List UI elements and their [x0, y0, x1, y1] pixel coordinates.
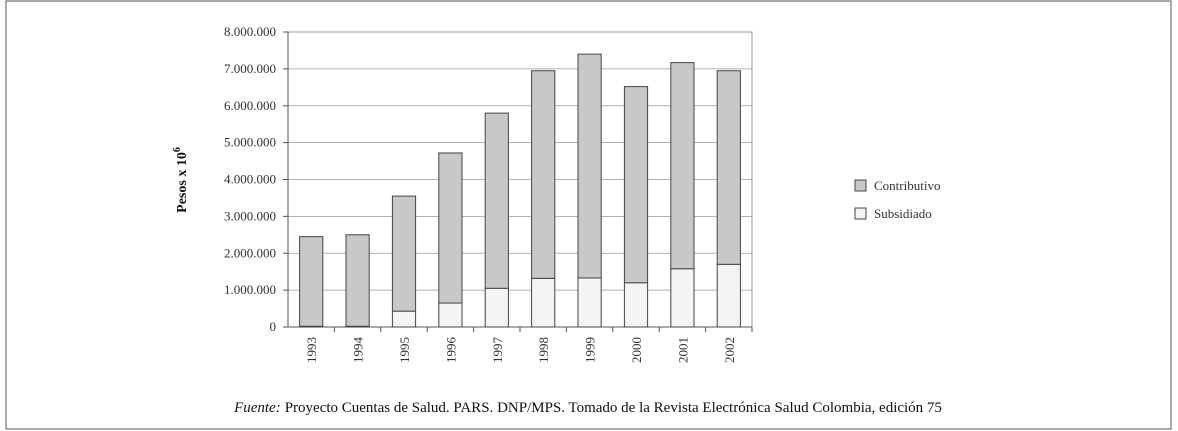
frame: [5, 0, 1172, 430]
x-tick-label: 1995: [397, 337, 412, 363]
bar-segment: [623, 86, 649, 284]
bar-segment: [345, 234, 370, 327]
x-tick-label: 2000: [629, 337, 644, 363]
y-axis-label-text: Pesos x 10: [175, 152, 190, 213]
y-tick-label: 1.000.000: [224, 282, 276, 297]
x-tick-label: 2001: [675, 337, 690, 363]
source-prefix: Fuente:: [233, 400, 281, 416]
y-tick-label: 7.000.000: [224, 61, 276, 76]
y-tick-label: 3.000.000: [224, 208, 276, 223]
x-tick-label: 1997: [490, 337, 505, 364]
bar-segment: [716, 70, 741, 265]
x-tick-label: 1994: [351, 337, 366, 364]
y-tick-label: 8.000.000: [224, 24, 276, 39]
bar-segment: [391, 195, 417, 312]
bar-segment: [670, 268, 695, 328]
y-tick-label: 2.000.000: [224, 245, 276, 260]
bar-segment: [577, 53, 602, 279]
x-tick-label: 1998: [536, 337, 551, 363]
y-axis-label: Pesos x 106: [172, 147, 190, 213]
legend-swatch: [854, 207, 867, 220]
source: Fuente: Proyecto Cuentas de Salud. PARS. …: [233, 400, 942, 416]
bar-segment: [670, 62, 695, 270]
x-tick-label: 1996: [443, 337, 458, 364]
bar-segment: [484, 112, 509, 289]
legend-label: Contributivo: [874, 178, 940, 193]
bar-segment: [623, 282, 649, 328]
bar-segment: [299, 236, 324, 327]
legend-swatch: [854, 179, 867, 192]
bar-segment: [531, 277, 556, 328]
y-tick-label: 5.000.000: [224, 135, 276, 150]
y-tick-label: 0: [270, 319, 277, 334]
bar-segment: [577, 277, 602, 328]
x-tick-label: 1999: [583, 337, 598, 363]
bar-segment: [391, 310, 417, 328]
bar-segment: [531, 70, 556, 279]
bar-segment: [438, 302, 463, 328]
bar-segment: [438, 152, 463, 304]
bar-segment: [484, 287, 509, 328]
x-tick-label: 2002: [722, 337, 737, 363]
y-tick-label: 4.000.000: [224, 172, 276, 187]
y-tick-label: 6.000.000: [224, 98, 276, 113]
source-text: Proyecto Cuentas de Salud. PARS. DNP/MPS…: [285, 400, 942, 416]
legend-label: Subsidiado: [874, 206, 932, 221]
bar-segment: [716, 263, 741, 328]
x-tick-label: 1993: [304, 337, 319, 363]
y-axis-label-sup: 6: [172, 147, 183, 152]
